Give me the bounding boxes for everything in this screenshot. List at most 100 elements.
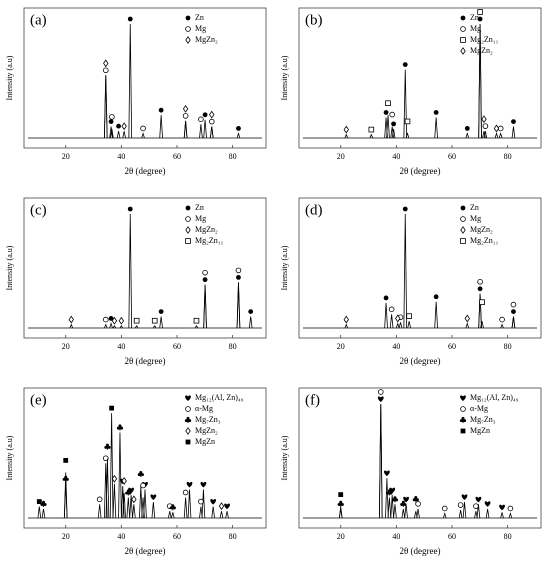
x-tick-label: 40 (392, 532, 400, 541)
diamond (131, 495, 137, 504)
dot (248, 309, 254, 314)
peak (167, 511, 172, 519)
legend-symbol (459, 416, 467, 423)
x-tick-label: 60 (173, 152, 181, 161)
square (479, 299, 485, 305)
diamond (103, 59, 109, 68)
y-axis-label: Intensity (a.u) (280, 435, 289, 480)
legend-label: Zn (195, 203, 204, 212)
peak-marker (140, 125, 146, 132)
heart (377, 396, 384, 402)
peak (462, 502, 467, 519)
dot (108, 119, 114, 124)
peak-marker (109, 405, 115, 411)
legend-symbol (185, 15, 191, 21)
square (36, 499, 42, 504)
peak (152, 324, 157, 329)
x-tick-label: 80 (229, 152, 237, 161)
x-tick-label: 40 (117, 152, 125, 161)
legend-label: Mg (195, 24, 206, 33)
legend-symbol (185, 36, 191, 44)
legend-label: MgZn₂ (195, 35, 218, 44)
peak-marker (236, 126, 241, 131)
peak (119, 324, 124, 329)
peak-marker (236, 275, 241, 280)
stem (462, 420, 464, 423)
dot (464, 126, 470, 131)
lobe (403, 502, 407, 506)
x-tick-label: 80 (504, 152, 512, 161)
peak-marker (127, 206, 133, 212)
dot (116, 123, 121, 129)
heart (460, 395, 466, 401)
square (185, 439, 191, 445)
peak-marker (111, 316, 118, 325)
diamond (218, 502, 225, 511)
peak (434, 117, 438, 139)
legend-label: Mg (470, 214, 481, 223)
legend-label: Mg₇Zn₃ (195, 415, 221, 424)
peak-marker (158, 107, 164, 113)
lobe (391, 498, 395, 502)
lobe (105, 443, 109, 447)
x-tick-label: 60 (448, 342, 456, 351)
peak-marker (63, 458, 69, 463)
peak (398, 322, 403, 329)
dot (460, 406, 466, 412)
peak (199, 124, 203, 139)
dot (202, 269, 208, 276)
lobe (401, 500, 405, 504)
peak-marker (108, 316, 114, 321)
peak-marker (125, 489, 132, 496)
peak-marker (482, 123, 489, 129)
dot (140, 125, 146, 132)
peak-marker (158, 309, 164, 314)
peak-marker (111, 474, 118, 483)
peak-marker (182, 104, 189, 113)
peak-marker (169, 504, 176, 511)
peak (393, 504, 397, 519)
peak-marker (118, 316, 125, 325)
peak (401, 508, 406, 519)
peak (159, 115, 163, 139)
lobe (395, 498, 399, 502)
x-tick-label: 20 (337, 342, 345, 351)
peak-marker (384, 470, 390, 477)
legend-symbol (460, 26, 466, 32)
peak (434, 301, 438, 329)
lobe (400, 502, 404, 506)
heart (224, 503, 230, 510)
x-tick-label: 80 (229, 532, 237, 541)
square (477, 9, 483, 15)
x-tick-label: 80 (504, 532, 512, 541)
peak (126, 497, 131, 519)
diamond (343, 315, 349, 324)
lobe (415, 498, 419, 502)
peak (132, 504, 136, 519)
dot (457, 502, 464, 508)
dot (389, 111, 395, 118)
peak (414, 511, 418, 519)
plot-frame (23, 387, 267, 529)
peak-marker (377, 396, 384, 402)
peak-marker (391, 121, 396, 127)
diamond (121, 477, 127, 485)
peak-marker (337, 500, 344, 507)
legend-label: Zn (470, 203, 479, 212)
x-tick-label: 40 (117, 342, 125, 351)
lobe (461, 416, 465, 420)
peak-marker (131, 495, 137, 504)
peak (109, 322, 113, 329)
peak-marker (224, 503, 230, 510)
peak (128, 23, 133, 139)
peak (41, 508, 46, 519)
legend-symbol (460, 37, 466, 43)
dot (185, 406, 191, 412)
peak (110, 128, 114, 139)
legend-label: MgZn (195, 437, 215, 446)
legend-symbol (185, 395, 191, 401)
peak (442, 512, 447, 519)
peak-marker (415, 501, 421, 507)
dot (460, 205, 466, 211)
legend-symbol (460, 406, 466, 412)
